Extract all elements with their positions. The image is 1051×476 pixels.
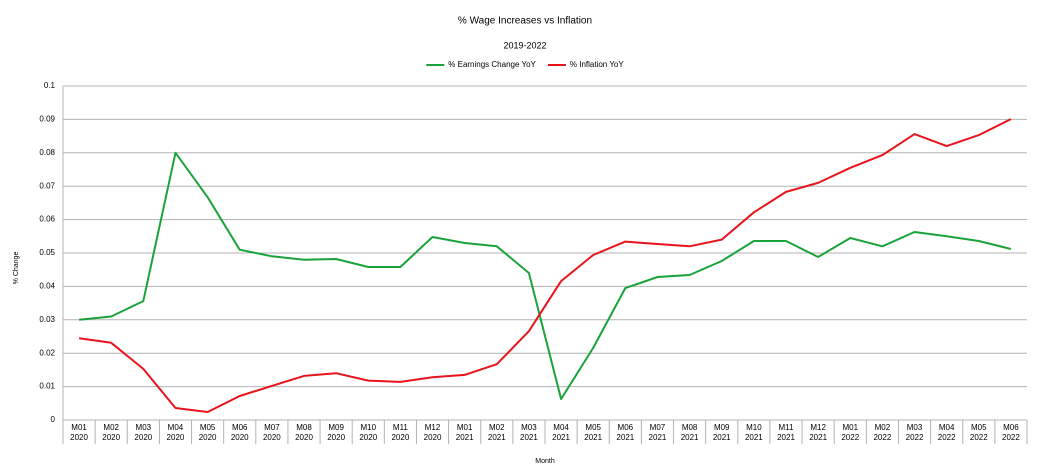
x-tick-label: M12 2020	[423, 423, 442, 442]
x-tick-label: M05 2022	[969, 423, 988, 442]
y-tick-label: 0.09	[39, 115, 55, 124]
x-tick-label: M01 2022	[841, 423, 860, 442]
x-tick-label: M06 2022	[1002, 423, 1020, 442]
y-tick-label: 0.07	[39, 181, 55, 190]
legend-label: % Inflation YoY	[570, 60, 624, 69]
x-tick-label: M04 2020	[166, 423, 185, 442]
chart-subtitle: 2019-2022	[503, 40, 546, 50]
x-tick-label: M05 2020	[198, 423, 217, 442]
x-tick-label: M09 2021	[712, 423, 731, 442]
y-tick-label: 0.05	[39, 248, 55, 257]
y-tick-label: 0.08	[39, 148, 55, 157]
y-axis-label: % Change	[13, 252, 20, 285]
x-axis-label: Month	[535, 458, 555, 465]
y-tick-label: 0.04	[39, 282, 55, 291]
x-tick-label: M12 2021	[809, 423, 828, 442]
chart-title: % Wage Increases vs Inflation	[458, 16, 592, 27]
x-tick-label: M03 2022	[905, 423, 924, 442]
x-tick-label: M11 2021	[777, 423, 795, 442]
x-tick-label: M08 2020	[295, 423, 313, 442]
x-tick-label: M11 2020	[391, 423, 410, 442]
y-tick-label: 0.03	[39, 315, 55, 324]
x-tick-label: M09 2020	[327, 423, 346, 442]
y-tick-label: 0	[51, 415, 56, 424]
x-tick-label: M03 2020	[134, 423, 153, 442]
data-line	[78, 118, 1012, 413]
y-tick-label: 0.06	[39, 215, 55, 224]
x-tick-label: M08 2021	[680, 423, 699, 442]
x-tick-label: M07 2020	[262, 423, 281, 442]
y-tick-label: 0.01	[39, 382, 55, 391]
y-tick-label: 0.02	[39, 348, 55, 357]
x-tick-label: M06 2021	[616, 423, 635, 442]
legend-label: % Earnings Change YoY	[448, 60, 536, 69]
x-tick-label: M07 2021	[648, 423, 667, 442]
x-tick-label: M02 2021	[487, 423, 506, 442]
x-tick-label: M02 2022	[873, 423, 892, 442]
data-line	[78, 151, 1012, 400]
x-tick-label: M05 2021	[584, 423, 603, 442]
x-tick-label: M04 2022	[937, 423, 956, 442]
x-tick-label: M02 2020	[102, 423, 121, 442]
x-tick-label: M04 2021	[552, 423, 570, 442]
x-tick-label: M01 2021	[455, 423, 474, 442]
x-tick-label: M10 2020	[359, 423, 378, 442]
x-tick-label: M10 2021	[744, 423, 763, 442]
x-tick-label: M06 2020	[230, 423, 249, 442]
y-tick-label: 0.1	[44, 81, 56, 90]
x-tick-label: M03 2021	[520, 423, 538, 442]
x-tick-label: M01 2020	[70, 423, 88, 442]
